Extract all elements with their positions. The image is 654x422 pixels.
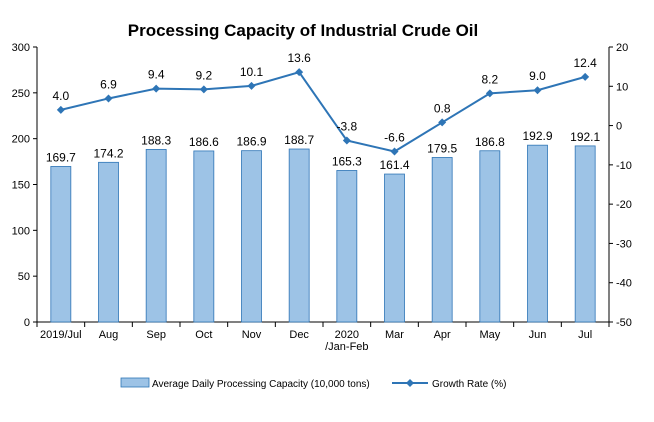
left-axis-tick-label: 0 bbox=[24, 317, 30, 329]
x-axis-tick-label: 2019/Jul bbox=[40, 329, 82, 341]
bars bbox=[50, 144, 596, 323]
x-axis-tick-label: Oct bbox=[195, 329, 212, 341]
bar-value-label: 186.6 bbox=[189, 135, 219, 149]
growth-value-label: 6.9 bbox=[100, 77, 117, 91]
legend-line-marker bbox=[406, 379, 414, 387]
growth-value-label: 12.4 bbox=[573, 56, 597, 70]
bar-value-label: 165.3 bbox=[332, 154, 362, 168]
growth-point bbox=[104, 94, 113, 103]
growth-line bbox=[56, 68, 590, 156]
data-labels: 169.7 174.2 188.3 186.6 186.9 188.7 165.3 161.4… bbox=[46, 51, 601, 172]
growth-value-label: 9.2 bbox=[195, 68, 212, 82]
bar-value-label: 192.1 bbox=[570, 130, 600, 144]
bar bbox=[193, 150, 215, 323]
bar-value-label: 179.5 bbox=[427, 141, 457, 155]
bar-value-label: 174.2 bbox=[93, 146, 123, 160]
growth-point bbox=[581, 72, 590, 81]
growth-value-label: 9.4 bbox=[148, 68, 165, 82]
bar bbox=[241, 150, 262, 323]
bar-value-label: 161.4 bbox=[379, 158, 409, 172]
bar bbox=[479, 150, 501, 323]
growth-line-path bbox=[60, 70, 586, 153]
left-axis-tick-label: 50 bbox=[18, 271, 30, 283]
bar bbox=[50, 166, 72, 323]
right-axis-tick-label: 20 bbox=[616, 42, 628, 54]
bar bbox=[527, 144, 548, 323]
bar-value-label: 188.3 bbox=[141, 133, 171, 147]
chart-title: Processing Capacity of Industrial Crude … bbox=[128, 21, 478, 40]
bar bbox=[574, 145, 596, 323]
x-axis-tick-label: Sep bbox=[146, 329, 166, 341]
right-axis-tick-label: 10 bbox=[616, 81, 628, 93]
right-axis-tick-label: -50 bbox=[616, 317, 632, 329]
legend-bar-label: Average Daily Processing Capacity (10,00… bbox=[152, 379, 370, 390]
bar bbox=[431, 157, 453, 323]
growth-point bbox=[390, 147, 399, 156]
bar bbox=[384, 173, 405, 323]
left-axis-tick-label: 100 bbox=[12, 225, 30, 237]
legend: Average Daily Processing Capacity (10,00… bbox=[120, 377, 506, 390]
legend-line-label: Growth Rate (%) bbox=[432, 379, 506, 390]
growth-value-label: 13.6 bbox=[287, 51, 311, 65]
bar bbox=[98, 161, 119, 323]
growth-value-label: 8.2 bbox=[481, 72, 498, 86]
x-axis-tick-label: /Jan-Feb bbox=[325, 341, 368, 353]
left-axis-tick-label: 200 bbox=[12, 134, 30, 146]
x-axis-tick-label: 2020 bbox=[335, 329, 359, 341]
left-axis-tick-label: 300 bbox=[12, 42, 30, 54]
bar-value-label: 169.7 bbox=[46, 150, 76, 164]
growth-value-label: 0.8 bbox=[434, 101, 451, 115]
growth-point bbox=[247, 81, 256, 90]
bar-value-label: 186.8 bbox=[475, 135, 505, 149]
growth-point bbox=[342, 136, 351, 145]
growth-value-label: 9.0 bbox=[529, 69, 546, 83]
left-axis-tick-label: 150 bbox=[12, 180, 30, 192]
x-axis-tick-label: Aug bbox=[99, 329, 119, 341]
growth-value-label: -6.6 bbox=[384, 131, 405, 145]
growth-value-label: 10.1 bbox=[240, 65, 264, 79]
bar-value-label: 192.9 bbox=[522, 129, 552, 143]
x-axis-tick-label: Nov bbox=[242, 329, 262, 341]
bar bbox=[336, 170, 358, 323]
right-axis-tick-label: -40 bbox=[616, 278, 632, 290]
x-axis-tick-label: May bbox=[479, 329, 500, 341]
right-axis-tick-label: 0 bbox=[616, 121, 622, 133]
growth-point bbox=[485, 89, 494, 98]
bar bbox=[145, 148, 167, 323]
x-axis-tick-label: Apr bbox=[434, 329, 451, 341]
left-axis-tick-label: 250 bbox=[12, 88, 30, 100]
bar bbox=[288, 148, 310, 323]
bar-value-label: 188.7 bbox=[284, 133, 314, 147]
x-axis-tick-label: Jun bbox=[529, 329, 547, 341]
legend-bar-swatch bbox=[120, 377, 150, 388]
growth-point bbox=[56, 105, 65, 114]
x-axis-tick-label: Jul bbox=[578, 329, 592, 341]
growth-point bbox=[295, 68, 304, 77]
axes: 050100150200250300-50-40-30-20-100102020… bbox=[12, 42, 632, 353]
growth-point bbox=[533, 86, 542, 95]
bar-value-label: 186.9 bbox=[236, 135, 266, 149]
right-axis-tick-label: -20 bbox=[616, 199, 632, 211]
growth-value-label: 4.0 bbox=[52, 89, 69, 103]
right-axis-tick-label: -10 bbox=[616, 160, 632, 172]
growth-point bbox=[438, 118, 447, 127]
growth-point bbox=[152, 84, 161, 93]
growth-point bbox=[199, 85, 208, 94]
x-axis-tick-label: Dec bbox=[289, 329, 309, 341]
x-axis-tick-label: Mar bbox=[385, 329, 404, 341]
right-axis-tick-label: -30 bbox=[616, 238, 632, 250]
growth-value-label: -3.8 bbox=[336, 120, 357, 134]
